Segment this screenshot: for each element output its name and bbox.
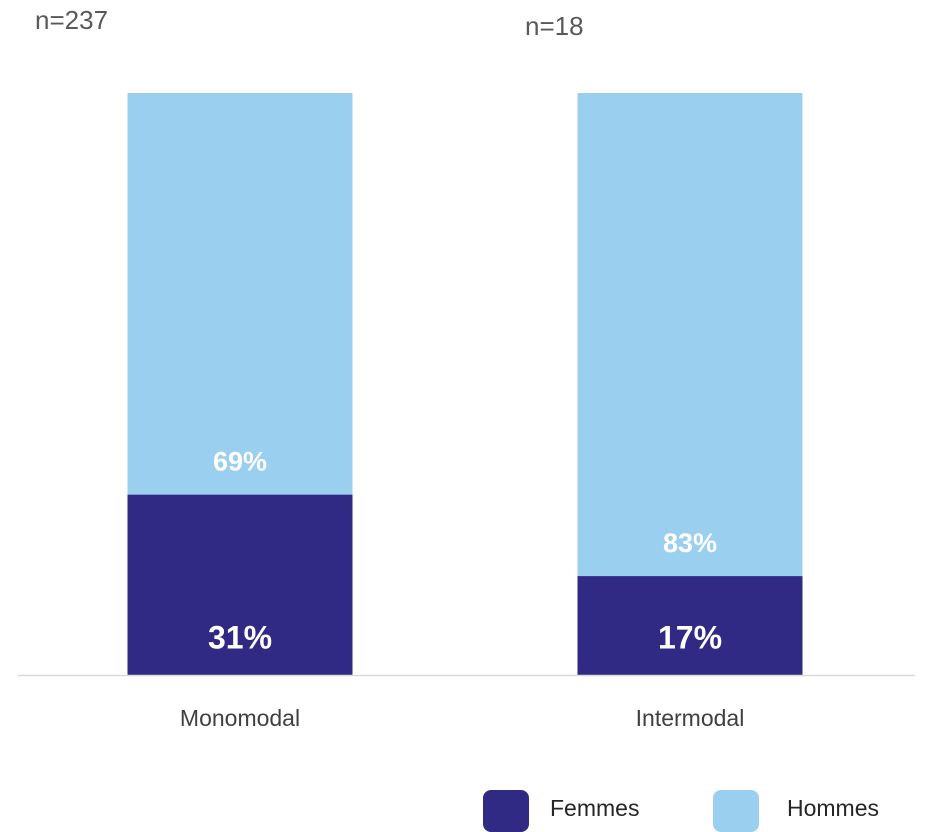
legend-swatch <box>483 790 529 832</box>
data-label: 17% <box>658 619 722 655</box>
data-label: 31% <box>208 619 272 655</box>
bar-segment <box>127 93 353 495</box>
legend-label: Hommes <box>787 795 879 821</box>
legend-label: Femmes <box>550 795 639 821</box>
annotation: n=18 <box>525 11 584 41</box>
data-label: 83% <box>663 528 717 558</box>
data-label: 69% <box>213 447 267 477</box>
bar-segment <box>577 93 803 577</box>
bar-segment <box>577 576 803 675</box>
x-tick-label: Intermodal <box>636 705 745 731</box>
bar-segment <box>127 494 353 675</box>
legend-swatch <box>713 790 759 832</box>
annotation: n=237 <box>35 5 108 35</box>
x-tick-label: Monomodal <box>180 705 300 731</box>
